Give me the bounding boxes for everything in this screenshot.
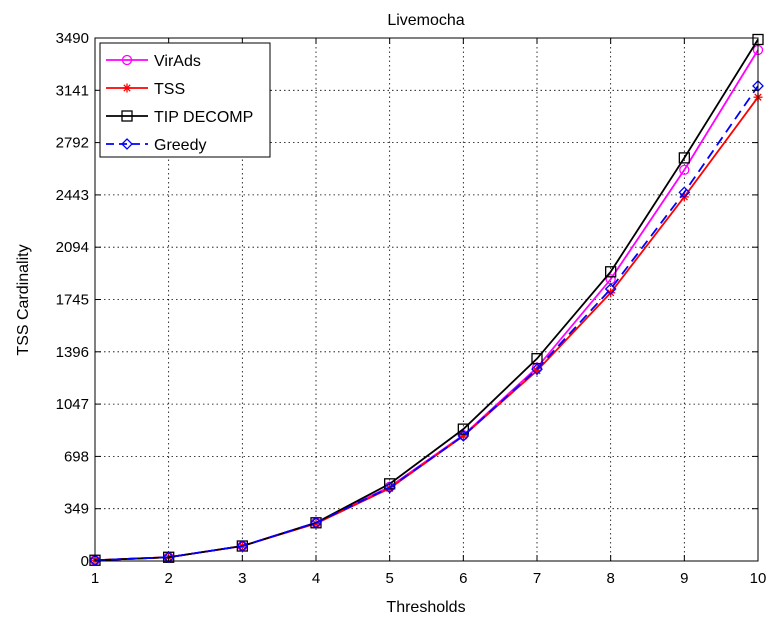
x-tick-label: 6 (459, 570, 467, 587)
data-point (678, 152, 690, 164)
legend-marker (121, 138, 133, 150)
legend-marker (122, 83, 132, 93)
y-tick-label: 3141 (56, 82, 89, 99)
x-tick-label: 7 (533, 570, 541, 587)
legend: VirAds TSS TIP DECOMP Greedy (99, 42, 271, 158)
series-line-greedy (94, 85, 759, 562)
y-tick-label: 2792 (56, 135, 89, 152)
legend-box (99, 42, 271, 158)
y-tick-label: 2443 (56, 187, 89, 204)
y-tick-label: 0 (81, 553, 89, 570)
x-tick-label: 1 (91, 570, 99, 587)
x-tick-label: 3 (238, 570, 246, 587)
x-tick-label: 10 (750, 570, 767, 587)
y-tick-label: 2094 (56, 239, 89, 256)
x-tick-label: 9 (680, 570, 688, 587)
legend-label: VirAds (154, 53, 201, 70)
data-point (162, 551, 175, 564)
data-point (457, 429, 470, 442)
y-tick-label: 349 (64, 501, 89, 518)
y-tick-label: 1047 (56, 396, 89, 413)
legend-label: TSS (154, 81, 185, 98)
legend-entry: VirAds (106, 53, 201, 70)
data-point (310, 516, 322, 529)
data-point (678, 186, 691, 199)
y-tick-label: 1745 (56, 292, 89, 309)
y-tick-label: 698 (64, 448, 89, 465)
legend-label: Greedy (154, 137, 206, 154)
x-tick-label: 8 (606, 570, 614, 587)
y-axis-label: TSS Cardinality (15, 244, 32, 355)
legend-entry: TSS (106, 81, 185, 98)
data-point (383, 481, 396, 494)
data-point (457, 423, 469, 435)
series-line-tip-decomp (94, 39, 759, 562)
legend-entry: TIP DECOMP (106, 109, 253, 126)
x-tick-label: 4 (312, 570, 320, 587)
grid-layer (95, 38, 758, 561)
data-point (605, 266, 617, 278)
x-axis-label: Thresholds (386, 599, 465, 616)
tick-layer: 0349698104713961745209424432792314134901… (56, 30, 767, 587)
data-point (679, 164, 690, 176)
data-point (531, 363, 543, 376)
data-point (604, 283, 617, 295)
y-tick-label: 1396 (56, 344, 89, 361)
legend-label: TIP DECOMP (154, 109, 253, 126)
data-point (89, 554, 101, 567)
legend-marker (121, 110, 133, 122)
x-tick-label: 2 (164, 570, 172, 587)
y-tick-label: 3490 (56, 30, 89, 47)
data-point (236, 540, 249, 552)
legend-marker (121, 54, 133, 66)
legend-entry: Greedy (106, 137, 206, 154)
series-layer (89, 33, 764, 567)
chart-title: Livemocha (387, 12, 464, 29)
x-tick-label: 5 (385, 570, 393, 587)
